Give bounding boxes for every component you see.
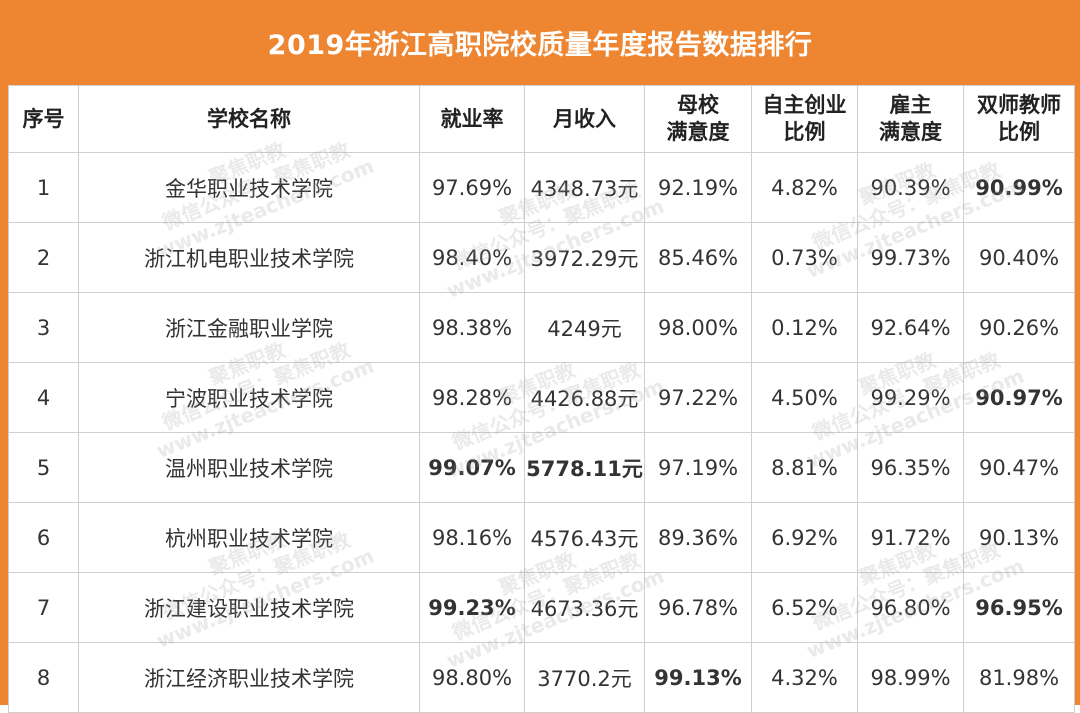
cell-entrepreneurship: 6.92% [751,502,858,573]
table-row: 1 金华职业技术学院 97.69% 4348.73元 92.19% 4.82% 90.39%… [8,152,1075,223]
cell-school: 金华职业技术学院 [78,152,420,223]
cell-school: 温州职业技术学院 [78,432,420,503]
cell-seq: 8 [8,642,79,713]
cell-school: 宁波职业技术学院 [78,362,420,433]
column-header-employer: 雇主 满意度 [857,85,964,153]
cell-income: 3770.2元 [524,642,645,713]
cell-employer: 99.73% [857,222,964,293]
column-header-income: 月收入 [524,85,645,153]
cell-seq: 3 [8,292,79,363]
cell-income: 3972.29元 [524,222,645,293]
table-row: 8 浙江经济职业技术学院 98.80% 3770.2元 99.13% 4.32% 98.99… [8,642,1075,713]
table-row: 3 浙江金融职业学院 98.38% 4249元 98.00% 0.12% 92.64% 90.… [8,292,1075,363]
cell-dual-teacher: 90.40% [963,222,1075,293]
column-header-employment: 就业率 [419,85,525,153]
table-row: 5 温州职业技术学院 99.07% 5778.11元 97.19% 8.81% 96.35%… [8,432,1075,503]
cell-income: 5778.11元 [524,432,645,503]
cell-employer: 92.64% [857,292,964,363]
cell-entrepreneurship: 0.12% [751,292,858,363]
cell-seq: 5 [8,432,79,503]
cell-dual-teacher: 90.99% [963,152,1075,223]
cell-seq: 2 [8,222,79,293]
cell-dual-teacher: 90.47% [963,432,1075,503]
cell-entrepreneurship: 4.32% [751,642,858,713]
page-title: 2019年浙江高职院校质量年度报告数据排行 [267,30,813,61]
column-header-alma-mater: 母校 满意度 [644,85,752,153]
cell-school: 浙江机电职业技术学院 [78,222,420,293]
cell-school: 浙江建设职业技术学院 [78,572,420,643]
cell-income: 4426.88元 [524,362,645,433]
cell-school: 浙江金融职业学院 [78,292,420,363]
table-body: 1 金华职业技术学院 97.69% 4348.73元 92.19% 4.82% 90.39%… [8,152,1075,713]
cell-employment: 99.23% [419,572,525,643]
cell-employment: 98.80% [419,642,525,713]
cell-dual-teacher: 81.98% [963,642,1075,713]
table-header-row: 序号 学校名称 就业率 月收入 母校 满意度 自主创业 比例 雇主 满意度 双师教师 比例 [8,85,1075,153]
cell-dual-teacher: 90.26% [963,292,1075,363]
cell-employment: 98.28% [419,362,525,433]
cell-income: 4576.43元 [524,502,645,573]
cell-alma-mater: 99.13% [644,642,752,713]
table-row: 7 浙江建设职业技术学院 99.23% 4673.36元 96.78% 6.52% 96.8… [8,572,1075,643]
cell-entrepreneurship: 4.82% [751,152,858,223]
cell-entrepreneurship: 0.73% [751,222,858,293]
cell-alma-mater: 97.22% [644,362,752,433]
cell-employment: 99.07% [419,432,525,503]
cell-income: 4249元 [524,292,645,363]
column-header-school: 学校名称 [78,85,420,153]
cell-employer: 90.39% [857,152,964,223]
cell-employer: 98.99% [857,642,964,713]
cell-alma-mater: 98.00% [644,292,752,363]
table-row: 6 杭州职业技术学院 98.16% 4576.43元 89.36% 6.92% 91.72%… [8,502,1075,573]
cell-alma-mater: 92.19% [644,152,752,223]
ranking-table: 序号 学校名称 就业率 月收入 母校 满意度 自主创业 比例 雇主 满意度 双师教师 比例 1 金华职业… [8,85,1075,713]
table-row: 4 宁波职业技术学院 98.28% 4426.88元 97.22% 4.50% 99.29%… [8,362,1075,433]
cell-alma-mater: 96.78% [644,572,752,643]
cell-seq: 7 [8,572,79,643]
cell-school: 杭州职业技术学院 [78,502,420,573]
cell-income: 4673.36元 [524,572,645,643]
cell-dual-teacher: 90.13% [963,502,1075,573]
cell-alma-mater: 97.19% [644,432,752,503]
cell-employment: 98.38% [419,292,525,363]
cell-employment: 97.69% [419,152,525,223]
cell-alma-mater: 85.46% [644,222,752,293]
cell-dual-teacher: 96.95% [963,572,1075,643]
cell-employer: 99.29% [857,362,964,433]
column-header-dual-teacher: 双师教师 比例 [963,85,1075,153]
table-row: 2 浙江机电职业技术学院 98.40% 3972.29元 85.46% 0.73% 99.7… [8,222,1075,293]
column-header-seq: 序号 [8,85,79,153]
cell-seq: 6 [8,502,79,573]
cell-employment: 98.16% [419,502,525,573]
cell-employment: 98.40% [419,222,525,293]
cell-alma-mater: 89.36% [644,502,752,573]
cell-income: 4348.73元 [524,152,645,223]
cell-employer: 91.72% [857,502,964,573]
column-header-entrepreneurship: 自主创业 比例 [751,85,858,153]
cell-entrepreneurship: 8.81% [751,432,858,503]
cell-dual-teacher: 90.97% [963,362,1075,433]
cell-entrepreneurship: 4.50% [751,362,858,433]
cell-employer: 96.80% [857,572,964,643]
cell-seq: 1 [8,152,79,223]
cell-entrepreneurship: 6.52% [751,572,858,643]
cell-seq: 4 [8,362,79,433]
cell-employer: 96.35% [857,432,964,503]
cell-school: 浙江经济职业技术学院 [78,642,420,713]
